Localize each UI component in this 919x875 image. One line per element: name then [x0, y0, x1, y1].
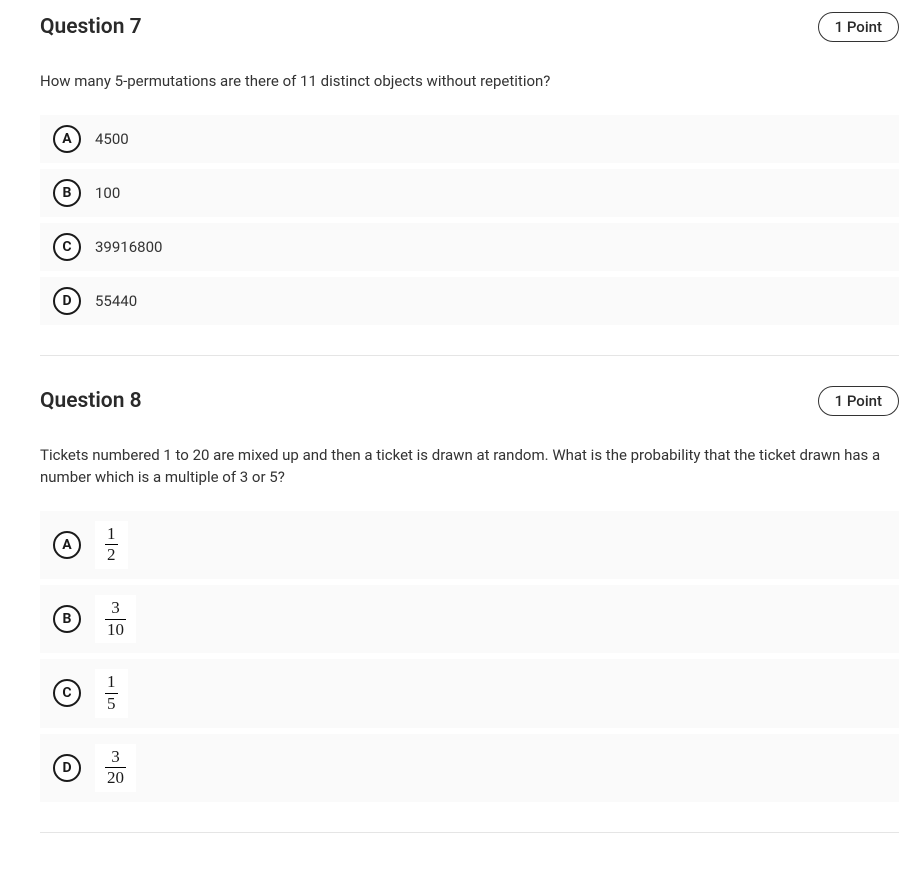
- question-block-7: Question 7 1 Point How many 5-permutatio…: [40, 12, 899, 356]
- answer-letter: A: [53, 531, 81, 559]
- answer-option-c[interactable]: C 1 5: [40, 659, 899, 727]
- answer-option-d[interactable]: D 3 20: [40, 734, 899, 802]
- fraction-denominator: 5: [105, 693, 118, 714]
- answer-text: 55440: [95, 292, 137, 310]
- answer-option-a[interactable]: A 1 2: [40, 511, 899, 579]
- answer-option-d[interactable]: D 55440: [40, 277, 899, 325]
- fraction-numerator: 1: [105, 525, 118, 545]
- fraction: 1 2: [95, 521, 128, 569]
- answer-option-c[interactable]: C 39916800: [40, 223, 899, 271]
- answer-text: 4500: [95, 130, 129, 148]
- question-title: Question 8: [40, 389, 142, 413]
- answer-letter: A: [53, 125, 81, 153]
- fraction-denominator: 10: [105, 619, 126, 640]
- question-header: Question 7 1 Point: [40, 12, 899, 42]
- fraction: 1 5: [95, 669, 128, 717]
- answer-letter: B: [53, 605, 81, 633]
- answer-letter: D: [53, 287, 81, 315]
- question-prompt: How many 5-permutations are there of 11 …: [40, 70, 899, 93]
- question-header: Question 8 1 Point: [40, 386, 899, 416]
- question-block-8: Question 8 1 Point Tickets numbered 1 to…: [40, 386, 899, 834]
- question-title: Question 7: [40, 15, 142, 39]
- fraction-numerator: 3: [109, 748, 122, 768]
- fraction-numerator: 1: [105, 673, 118, 693]
- question-prompt: Tickets numbered 1 to 20 are mixed up an…: [40, 444, 899, 489]
- answer-option-b[interactable]: B 100: [40, 169, 899, 217]
- points-pill: 1 Point: [818, 12, 899, 42]
- answer-text: 39916800: [95, 238, 162, 256]
- fraction-denominator: 20: [105, 767, 126, 788]
- answer-letter: D: [53, 754, 81, 782]
- answer-option-b[interactable]: B 3 10: [40, 585, 899, 653]
- answer-letter: C: [53, 233, 81, 261]
- fraction: 3 10: [95, 595, 136, 643]
- points-pill: 1 Point: [818, 386, 899, 416]
- answer-text: 100: [95, 184, 120, 202]
- fraction-numerator: 3: [109, 599, 122, 619]
- answer-letter: C: [53, 679, 81, 707]
- fraction: 3 20: [95, 744, 136, 792]
- fraction-denominator: 2: [105, 544, 118, 565]
- answer-letter: B: [53, 179, 81, 207]
- answer-option-a[interactable]: A 4500: [40, 115, 899, 163]
